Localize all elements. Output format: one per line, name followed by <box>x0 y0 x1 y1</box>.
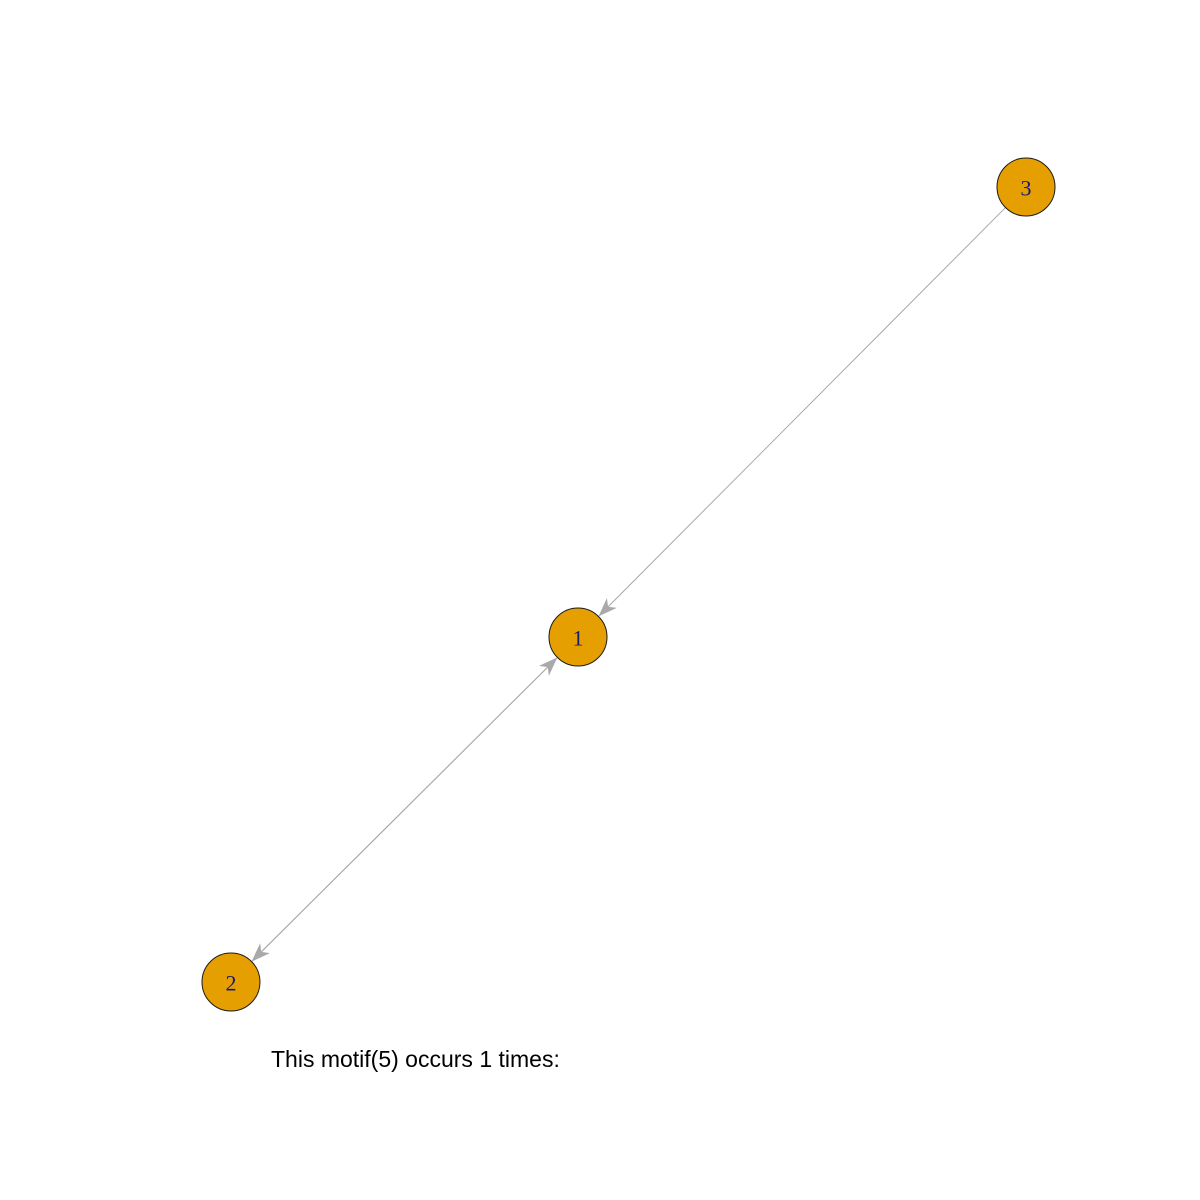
edge-3-to-1 <box>606 207 1006 609</box>
node-2: 2 <box>201 952 261 1012</box>
arrowhead-3-to-1 <box>598 598 617 617</box>
node-label-2: 2 <box>226 971 237 996</box>
arrowhead-2-to-1 <box>539 657 558 676</box>
node-1: 1 <box>548 607 608 667</box>
node-3: 3 <box>996 157 1056 217</box>
edge-2-to-1 <box>251 665 550 962</box>
node-circle-2 <box>201 952 261 1012</box>
node-circle-3 <box>996 157 1056 217</box>
node-label-3: 3 <box>1021 176 1032 201</box>
node-circle-1 <box>548 607 608 667</box>
node-label-1: 1 <box>573 626 584 651</box>
nodes-layer: 1 2 3 <box>201 157 1056 1012</box>
motif-caption: This motif(5) occurs 1 times: <box>271 1046 560 1072</box>
edges-layer <box>251 207 1006 962</box>
